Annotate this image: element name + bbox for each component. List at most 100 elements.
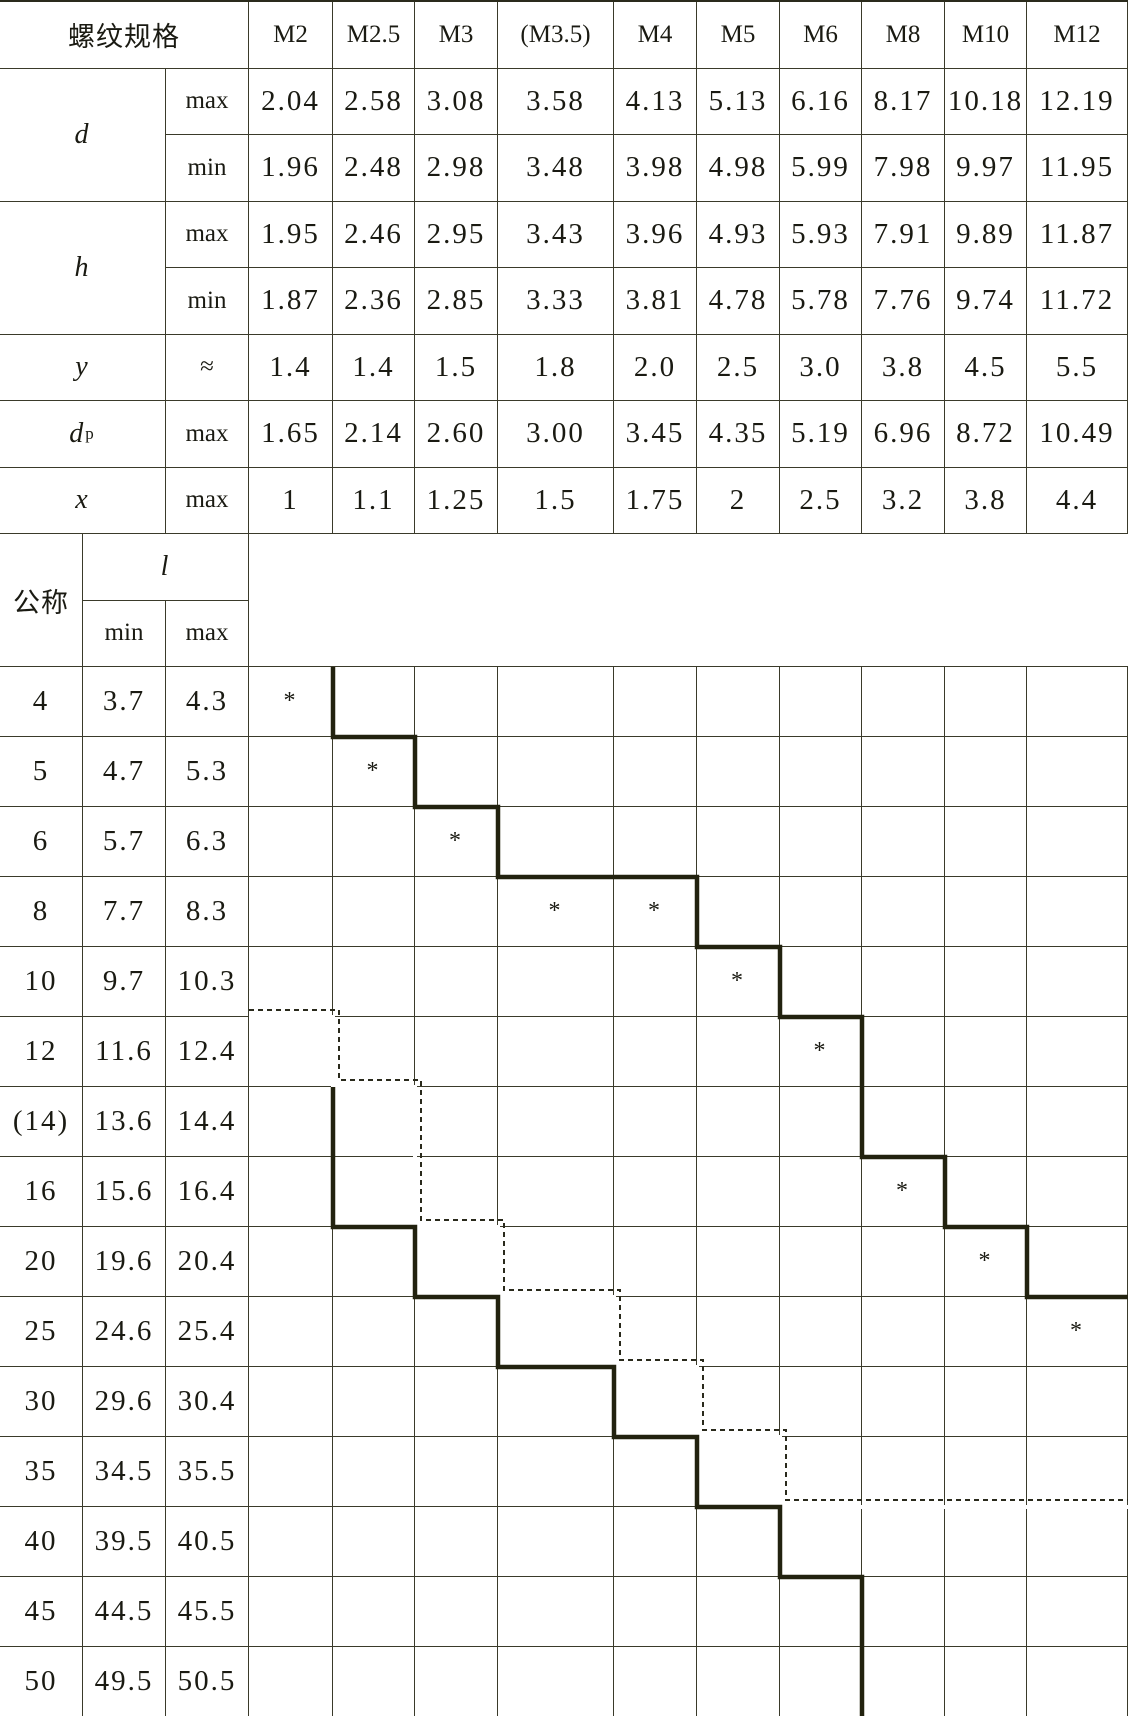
grid-cell [415,947,498,1017]
grid-cell [1027,1507,1128,1577]
param-value: 12.19 [1027,68,1128,135]
param-value: 3.8 [862,334,945,401]
grid-cell [1027,737,1128,807]
grid-cell [697,1437,780,1507]
param-value: 2 [697,467,780,534]
param-value: 4.35 [697,401,780,468]
grid-cell [415,1647,498,1716]
grid-cell [333,877,415,947]
grid-cell [498,1647,614,1716]
length-nominal: 25 [0,1297,83,1367]
symbol-text: y [75,351,90,383]
length-max: 8.3 [166,877,249,947]
grid-cell [415,1297,498,1367]
grid-cell [1027,667,1128,737]
grid-cell [614,947,697,1017]
length-nominal: 35 [0,1437,83,1507]
param-value: 2.85 [415,268,498,335]
param-value: 9.97 [945,135,1027,202]
length-min: 11.6 [83,1017,166,1087]
grid-cell [614,737,697,807]
grid-cell [945,1367,1027,1437]
grid-cell [697,1297,780,1367]
grid-cell [945,1017,1027,1087]
grid-cell [614,1367,697,1437]
grid-cell [862,1437,945,1507]
grid-cell [862,1577,945,1647]
param-value: 6.96 [862,401,945,468]
grid-cell [249,807,333,877]
size-header: M8 [862,2,945,69]
grid-cell [697,667,780,737]
param-qualifier: max [166,201,249,268]
grid-cell [614,1297,697,1367]
grid-cell [780,1647,862,1716]
grid-cell [249,1017,333,1087]
param-value: 2.60 [415,401,498,468]
param-value: 10.18 [945,68,1027,135]
grid-cell [415,1157,498,1227]
grid-cell [697,1227,780,1297]
grid-cell [415,1227,498,1297]
grid-cell [945,1087,1027,1157]
grid-cell [333,1367,415,1437]
grid-cell [780,1227,862,1297]
param-value: 2.36 [333,268,415,335]
param-qualifier: max [166,401,249,468]
grid-cell [415,877,498,947]
grid-cell [1027,1087,1128,1157]
param-value: 1 [249,467,333,534]
grid-cell [415,1087,498,1157]
grid-cell [862,1367,945,1437]
size-header: (M3.5) [498,2,614,69]
size-header: M4 [614,2,697,69]
size-header: M6 [780,2,862,69]
grid-cell [780,807,862,877]
grid-cell [780,877,862,947]
param-qualifier: min [166,268,249,335]
param-value: 2.58 [333,68,415,135]
grid-cell [614,1577,697,1647]
grid-cell [498,1437,614,1507]
grid-cell [333,1297,415,1367]
availability-mark: * [1027,1297,1128,1367]
size-header: M12 [1027,2,1128,69]
grid-cell [249,737,333,807]
param-value: 3.96 [614,201,697,268]
grid-cell [333,1087,415,1157]
length-max: 16.4 [166,1157,249,1227]
length-min: 3.7 [83,667,166,737]
param-symbol: y [0,334,166,401]
grid-cell [249,1157,333,1227]
length-nominal: 10 [0,947,83,1017]
param-value: 3.0 [780,334,862,401]
param-value: 4.98 [697,135,780,202]
grid-cell [780,1577,862,1647]
param-value: 1.65 [249,401,333,468]
param-value: 1.25 [415,467,498,534]
grid-cell [415,1577,498,1647]
length-min: 24.6 [83,1297,166,1367]
grid-cell [945,737,1027,807]
param-value: 3.43 [498,201,614,268]
param-value: 11.87 [1027,201,1128,268]
grid-cell [415,1507,498,1577]
param-value: 2.04 [249,68,333,135]
param-value: 3.2 [862,467,945,534]
length-min: 19.6 [83,1227,166,1297]
param-value: 11.72 [1027,268,1128,335]
grid-cell [945,877,1027,947]
param-value: 7.76 [862,268,945,335]
grid-cell [498,1297,614,1367]
length-nominal: 12 [0,1017,83,1087]
length-max: 50.5 [166,1647,249,1716]
grid-cell [862,947,945,1017]
length-nominal: 50 [0,1647,83,1716]
length-max: 45.5 [166,1577,249,1647]
grid-cell [614,1647,697,1716]
grid-cell [498,1157,614,1227]
grid-cell [862,737,945,807]
grid-cell [415,667,498,737]
